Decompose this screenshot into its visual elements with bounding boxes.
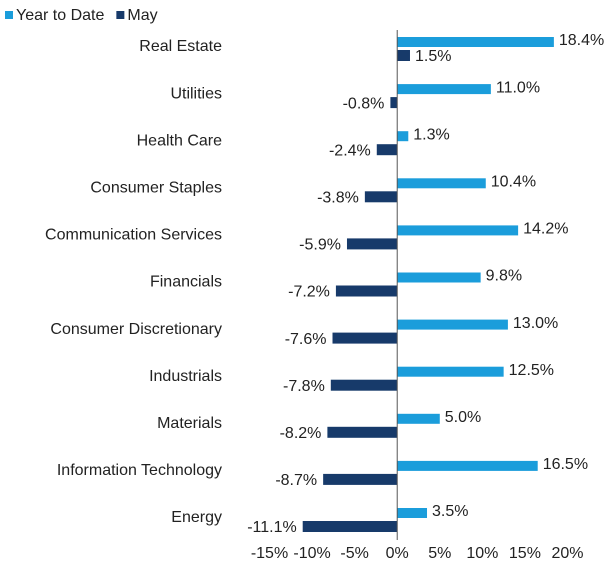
- category-label: Consumer Staples: [90, 180, 222, 197]
- category-label: Communication Services: [45, 227, 222, 244]
- value-label: -5.9%: [299, 237, 341, 254]
- bar: [327, 426, 398, 438]
- bar: [397, 37, 554, 47]
- category-label: Utilities: [170, 85, 222, 102]
- value-label: 16.5%: [543, 456, 588, 473]
- bar: [397, 460, 538, 471]
- bar: [397, 178, 486, 189]
- bar: [397, 413, 440, 424]
- value-label: 3.5%: [432, 503, 468, 520]
- value-label: -7.8%: [283, 378, 325, 395]
- bar: [397, 131, 409, 142]
- category-label: Information Technology: [57, 462, 222, 479]
- value-label: 14.2%: [523, 221, 568, 238]
- x-tick-label: -15%: [251, 545, 288, 562]
- bar: [397, 272, 481, 283]
- value-label: 10.4%: [491, 174, 536, 191]
- legend-swatch: [5, 11, 13, 19]
- value-label: -3.8%: [317, 190, 359, 207]
- bar: [323, 473, 398, 485]
- x-tick-label: 0%: [386, 545, 409, 562]
- bar: [397, 84, 491, 95]
- category-label: Health Care: [137, 132, 222, 149]
- legend-label: May: [127, 7, 157, 24]
- value-label: 9.8%: [486, 268, 522, 285]
- bar: [330, 379, 398, 391]
- bar: [397, 508, 428, 518]
- x-tick-label: -5%: [340, 545, 368, 562]
- bar: [397, 50, 410, 61]
- category-label: Materials: [157, 415, 222, 432]
- value-label: 11.0%: [496, 79, 540, 96]
- legend-swatch: [116, 11, 125, 19]
- x-tick-label: 10%: [466, 545, 498, 562]
- value-label: -7.2%: [288, 284, 330, 301]
- value-label: -8.7%: [275, 472, 317, 489]
- legend-label: Year to Date: [16, 7, 104, 24]
- value-label: 12.5%: [509, 362, 554, 379]
- category-label: Real Estate: [139, 38, 222, 55]
- bar: [397, 366, 504, 377]
- value-label: 5.0%: [445, 409, 481, 426]
- x-tick-label: -10%: [293, 545, 330, 562]
- value-label: 1.5%: [415, 48, 451, 65]
- value-label: -0.8%: [343, 95, 385, 112]
- bar: [376, 144, 398, 156]
- bar: [332, 332, 398, 344]
- category-label: Industrials: [149, 368, 222, 385]
- bar: [302, 521, 398, 532]
- category-label: Financials: [150, 274, 222, 291]
- category-label: Consumer Discretionary: [50, 321, 222, 338]
- bar: [335, 285, 398, 297]
- x-tick-label: 15%: [509, 545, 541, 562]
- category-label: Energy: [171, 509, 222, 526]
- value-label: -7.6%: [285, 331, 327, 348]
- value-label: -11.1%: [247, 519, 297, 536]
- bar: [346, 238, 398, 250]
- x-tick-label: 20%: [551, 545, 583, 562]
- value-label: -2.4%: [329, 142, 371, 159]
- bar: [397, 225, 519, 236]
- value-label: 1.3%: [413, 126, 449, 143]
- value-label: -8.2%: [280, 425, 322, 442]
- x-tick-label: 5%: [428, 545, 451, 562]
- bar: [397, 319, 508, 330]
- bar: [364, 191, 398, 203]
- value-label: 13.0%: [513, 315, 558, 332]
- value-label: 18.4%: [559, 32, 604, 49]
- bar: [390, 97, 398, 109]
